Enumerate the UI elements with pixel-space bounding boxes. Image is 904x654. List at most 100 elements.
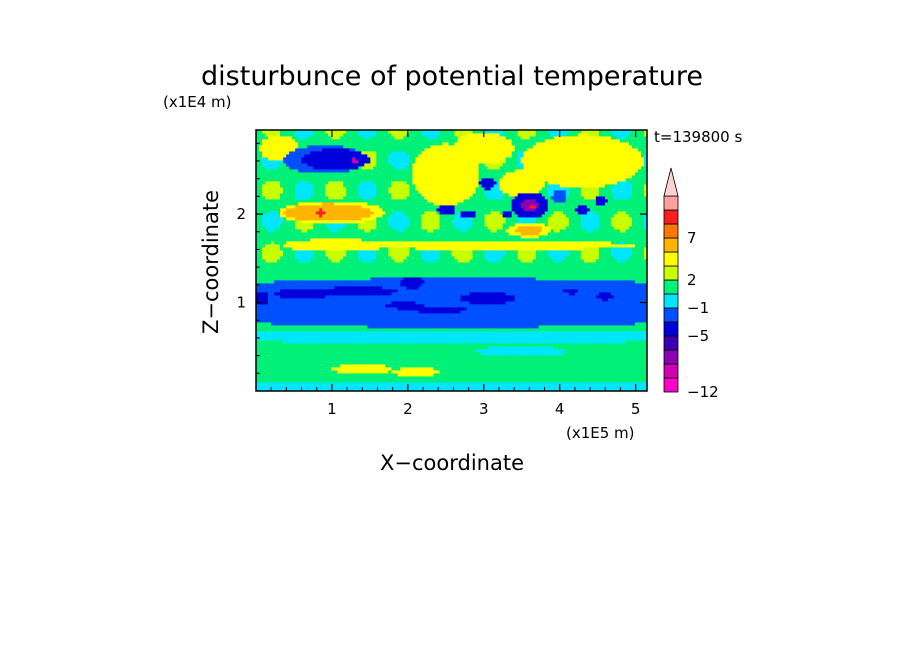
contour-cell bbox=[274, 358, 278, 362]
contour-cell bbox=[469, 376, 473, 380]
contour-cell bbox=[472, 346, 476, 350]
contour-cell bbox=[640, 364, 645, 368]
contour-cell bbox=[418, 292, 422, 296]
contour-cell bbox=[481, 382, 485, 386]
contour-cell bbox=[418, 382, 422, 386]
contour-cell bbox=[397, 319, 401, 323]
contour-cell bbox=[592, 283, 597, 287]
contour-cell bbox=[313, 274, 317, 278]
contour-cell bbox=[283, 286, 287, 290]
contour-cell bbox=[442, 346, 446, 350]
contour-cell bbox=[577, 301, 582, 305]
contour-cell bbox=[622, 334, 627, 338]
contour-cell bbox=[346, 319, 350, 323]
contour-cell bbox=[328, 295, 332, 299]
contour-cell bbox=[556, 328, 561, 332]
contour-cell bbox=[592, 316, 597, 320]
contour-cell bbox=[505, 328, 510, 332]
contour-cell bbox=[526, 337, 531, 341]
contour-cell bbox=[523, 319, 528, 323]
contour-cell bbox=[316, 334, 320, 338]
contour-cell bbox=[463, 382, 467, 386]
contour-cell bbox=[514, 295, 519, 299]
contour-cell bbox=[487, 349, 491, 353]
contour-cell bbox=[364, 283, 368, 287]
contour-cell bbox=[463, 316, 467, 320]
contour-cell bbox=[619, 376, 624, 380]
contour-cell bbox=[256, 370, 260, 374]
contour-cell bbox=[604, 319, 609, 323]
contour-cell bbox=[340, 304, 344, 308]
contour-cell bbox=[373, 325, 377, 329]
contour-cell bbox=[571, 385, 576, 389]
contour-cell bbox=[493, 385, 498, 389]
contour-cell bbox=[643, 307, 647, 311]
contour-cell bbox=[412, 352, 416, 356]
contour-cell bbox=[400, 355, 404, 359]
contour-cell bbox=[610, 376, 615, 380]
contour-cell bbox=[601, 295, 606, 299]
contour-cell bbox=[298, 358, 302, 362]
contour-cell bbox=[466, 373, 470, 377]
contour-cell bbox=[616, 364, 621, 368]
contour-cell bbox=[376, 274, 380, 278]
contour-cell bbox=[631, 355, 636, 359]
contour-cell bbox=[553, 283, 558, 287]
contour-cell bbox=[430, 334, 434, 338]
contour-cell bbox=[343, 376, 347, 380]
contour-cell bbox=[283, 382, 287, 386]
contour-cell bbox=[430, 346, 434, 350]
contour-cell bbox=[628, 307, 633, 311]
contour-cell bbox=[622, 388, 627, 391]
contour-cell bbox=[439, 358, 443, 362]
contour-cell bbox=[631, 280, 636, 284]
contour-cell bbox=[526, 325, 531, 329]
contour-cell bbox=[577, 364, 582, 368]
contour-cell bbox=[277, 337, 281, 341]
contour-cell bbox=[631, 319, 636, 323]
contour-cell bbox=[307, 382, 311, 386]
contour-cell bbox=[322, 343, 326, 347]
contour-cell bbox=[409, 331, 413, 335]
contour-cell bbox=[268, 283, 272, 287]
contour-cell bbox=[412, 301, 416, 305]
contour-cell bbox=[637, 298, 642, 302]
contour-cell bbox=[478, 388, 482, 391]
contour-cell bbox=[433, 346, 437, 350]
contour-cell bbox=[316, 382, 320, 386]
contour-cell bbox=[376, 334, 380, 338]
contour-cell bbox=[409, 319, 413, 323]
contour-cell bbox=[334, 280, 338, 284]
contour-cell bbox=[631, 328, 636, 332]
contour-cell bbox=[382, 322, 386, 326]
contour-cell bbox=[469, 373, 473, 377]
contour-cell bbox=[337, 286, 341, 290]
contour-cell bbox=[262, 334, 266, 338]
contour-cell bbox=[328, 388, 332, 391]
contour-cell bbox=[259, 346, 263, 350]
contour-cell bbox=[604, 352, 609, 356]
contour-cell bbox=[604, 361, 609, 365]
contour-cell bbox=[466, 313, 470, 317]
contour-cell bbox=[622, 337, 627, 341]
contour-cell bbox=[313, 358, 317, 362]
contour-cell bbox=[607, 352, 612, 356]
contour-cell bbox=[595, 301, 600, 305]
contour-cell bbox=[328, 343, 332, 347]
contour-cell bbox=[406, 370, 410, 374]
contour-cell bbox=[526, 295, 531, 299]
contour-cell bbox=[622, 304, 627, 308]
contour-cell bbox=[571, 307, 576, 311]
contour-cell bbox=[400, 388, 404, 391]
contour-cell bbox=[508, 292, 513, 296]
contour-cell bbox=[355, 367, 359, 371]
contour-cell bbox=[562, 358, 567, 362]
contour-cell bbox=[526, 310, 531, 314]
contour-cell bbox=[283, 319, 287, 323]
contour-cell bbox=[403, 331, 407, 335]
contour-cell bbox=[376, 295, 380, 299]
contour-cell bbox=[580, 277, 585, 281]
contour-cell bbox=[619, 355, 624, 359]
contour-cell bbox=[532, 292, 537, 296]
contour-cell bbox=[265, 358, 269, 362]
